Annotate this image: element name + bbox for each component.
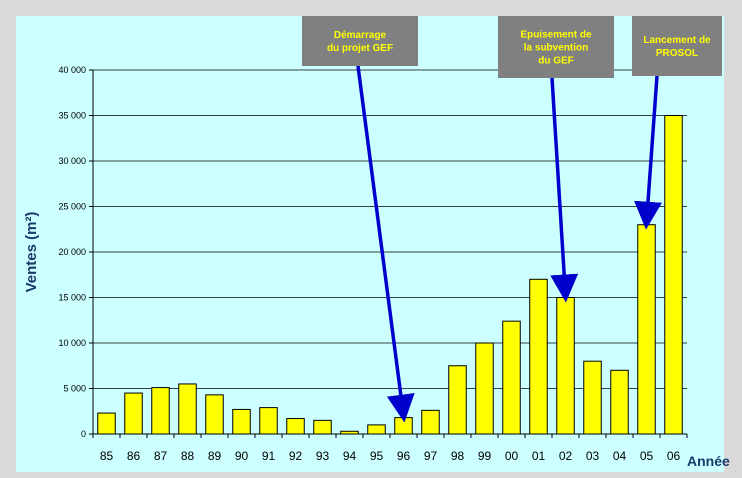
x-tick-label: 00	[505, 449, 519, 463]
x-tick-label: 95	[370, 449, 384, 463]
y-tick-label: 30 000	[58, 156, 86, 166]
bar-03	[583, 360, 602, 435]
x-tick-label: 93	[316, 449, 330, 463]
bar-02	[556, 297, 575, 435]
y-tick-labels: 0 5 000 10 000 15 000 20 000 25 000 30 000 35 0…	[58, 65, 86, 439]
x-axis-title: Année	[687, 453, 730, 469]
bar-06	[664, 115, 683, 435]
annotation-text: du projet GEF	[327, 43, 393, 54]
annotation-text: la subvention	[524, 43, 588, 54]
x-tick-label: 92	[289, 449, 303, 463]
annotation-box	[302, 16, 418, 66]
bar-88	[178, 383, 197, 435]
bar-86	[124, 392, 143, 435]
x-tick-label: 87	[154, 449, 168, 463]
bar-00	[502, 320, 521, 435]
bar-97	[421, 409, 440, 435]
annotation-text: Epuisement de	[520, 30, 592, 41]
bar-85	[97, 412, 116, 435]
bar-01	[529, 278, 548, 435]
x-tick-label: 89	[208, 449, 222, 463]
x-tick-label: 86	[127, 449, 141, 463]
x-tick-label: 04	[613, 449, 627, 463]
x-tick-labels: 85 86 87 88 89 90 91 92 93 94 95 96 97 98 99 00 01 02 03 04…	[100, 449, 681, 463]
bar-05	[637, 224, 656, 435]
bar-89	[205, 394, 224, 435]
y-axis-title: Ventes (m²)	[23, 212, 40, 293]
x-tick-label: 99	[478, 449, 492, 463]
annotation-text: PROSOL	[656, 48, 698, 59]
annotation-box	[632, 16, 722, 76]
bars	[97, 115, 683, 435]
bar-87	[151, 387, 170, 435]
bar-04	[610, 369, 629, 435]
y-tick-label: 5 000	[63, 384, 86, 394]
y-tick-label: 35 000	[58, 111, 86, 121]
annotation-arrow	[550, 77, 579, 303]
bar-95	[367, 424, 386, 435]
bar-90	[232, 408, 251, 435]
annotation-arrow	[356, 65, 415, 423]
y-tick-label: 25 000	[58, 202, 86, 212]
x-tick-label: 88	[181, 449, 195, 463]
y-tick-label: 15 000	[58, 293, 86, 303]
x-tick-label: 91	[262, 449, 276, 463]
x-tick-label: 90	[235, 449, 249, 463]
bar-92	[286, 418, 305, 435]
annotations: Démarrage du projet GEF Epuisement de la su…	[302, 16, 722, 78]
x-tick-label: 96	[397, 449, 411, 463]
x-tick-label: 98	[451, 449, 465, 463]
annotation-text: Démarrage	[334, 30, 387, 41]
annotation-text: du GEF	[538, 56, 574, 67]
annotation-text: Lancement de	[643, 35, 711, 46]
y-tick-label: 40 000	[58, 65, 86, 75]
x-tick-label: 94	[343, 449, 357, 463]
bar-91	[259, 407, 278, 435]
x-tick-label: 03	[586, 449, 600, 463]
annotation-arrows	[356, 61, 662, 423]
x-tick-label: 97	[424, 449, 438, 463]
x-tick-label: 01	[532, 449, 546, 463]
bar-99	[475, 342, 494, 435]
x-tick-label: 85	[100, 449, 114, 463]
annotation-arrow	[634, 61, 662, 230]
annotation-box	[498, 16, 614, 78]
bar-96	[394, 417, 413, 435]
x-tick-label: 05	[640, 449, 654, 463]
x-tick-label: 06	[667, 449, 681, 463]
y-tick-label: 0	[81, 429, 86, 439]
y-tick-label: 20 000	[58, 247, 86, 257]
bar-93	[313, 419, 332, 435]
x-tick-label: 02	[559, 449, 573, 463]
y-tick-label: 10 000	[58, 338, 86, 348]
bar-98	[448, 365, 467, 435]
